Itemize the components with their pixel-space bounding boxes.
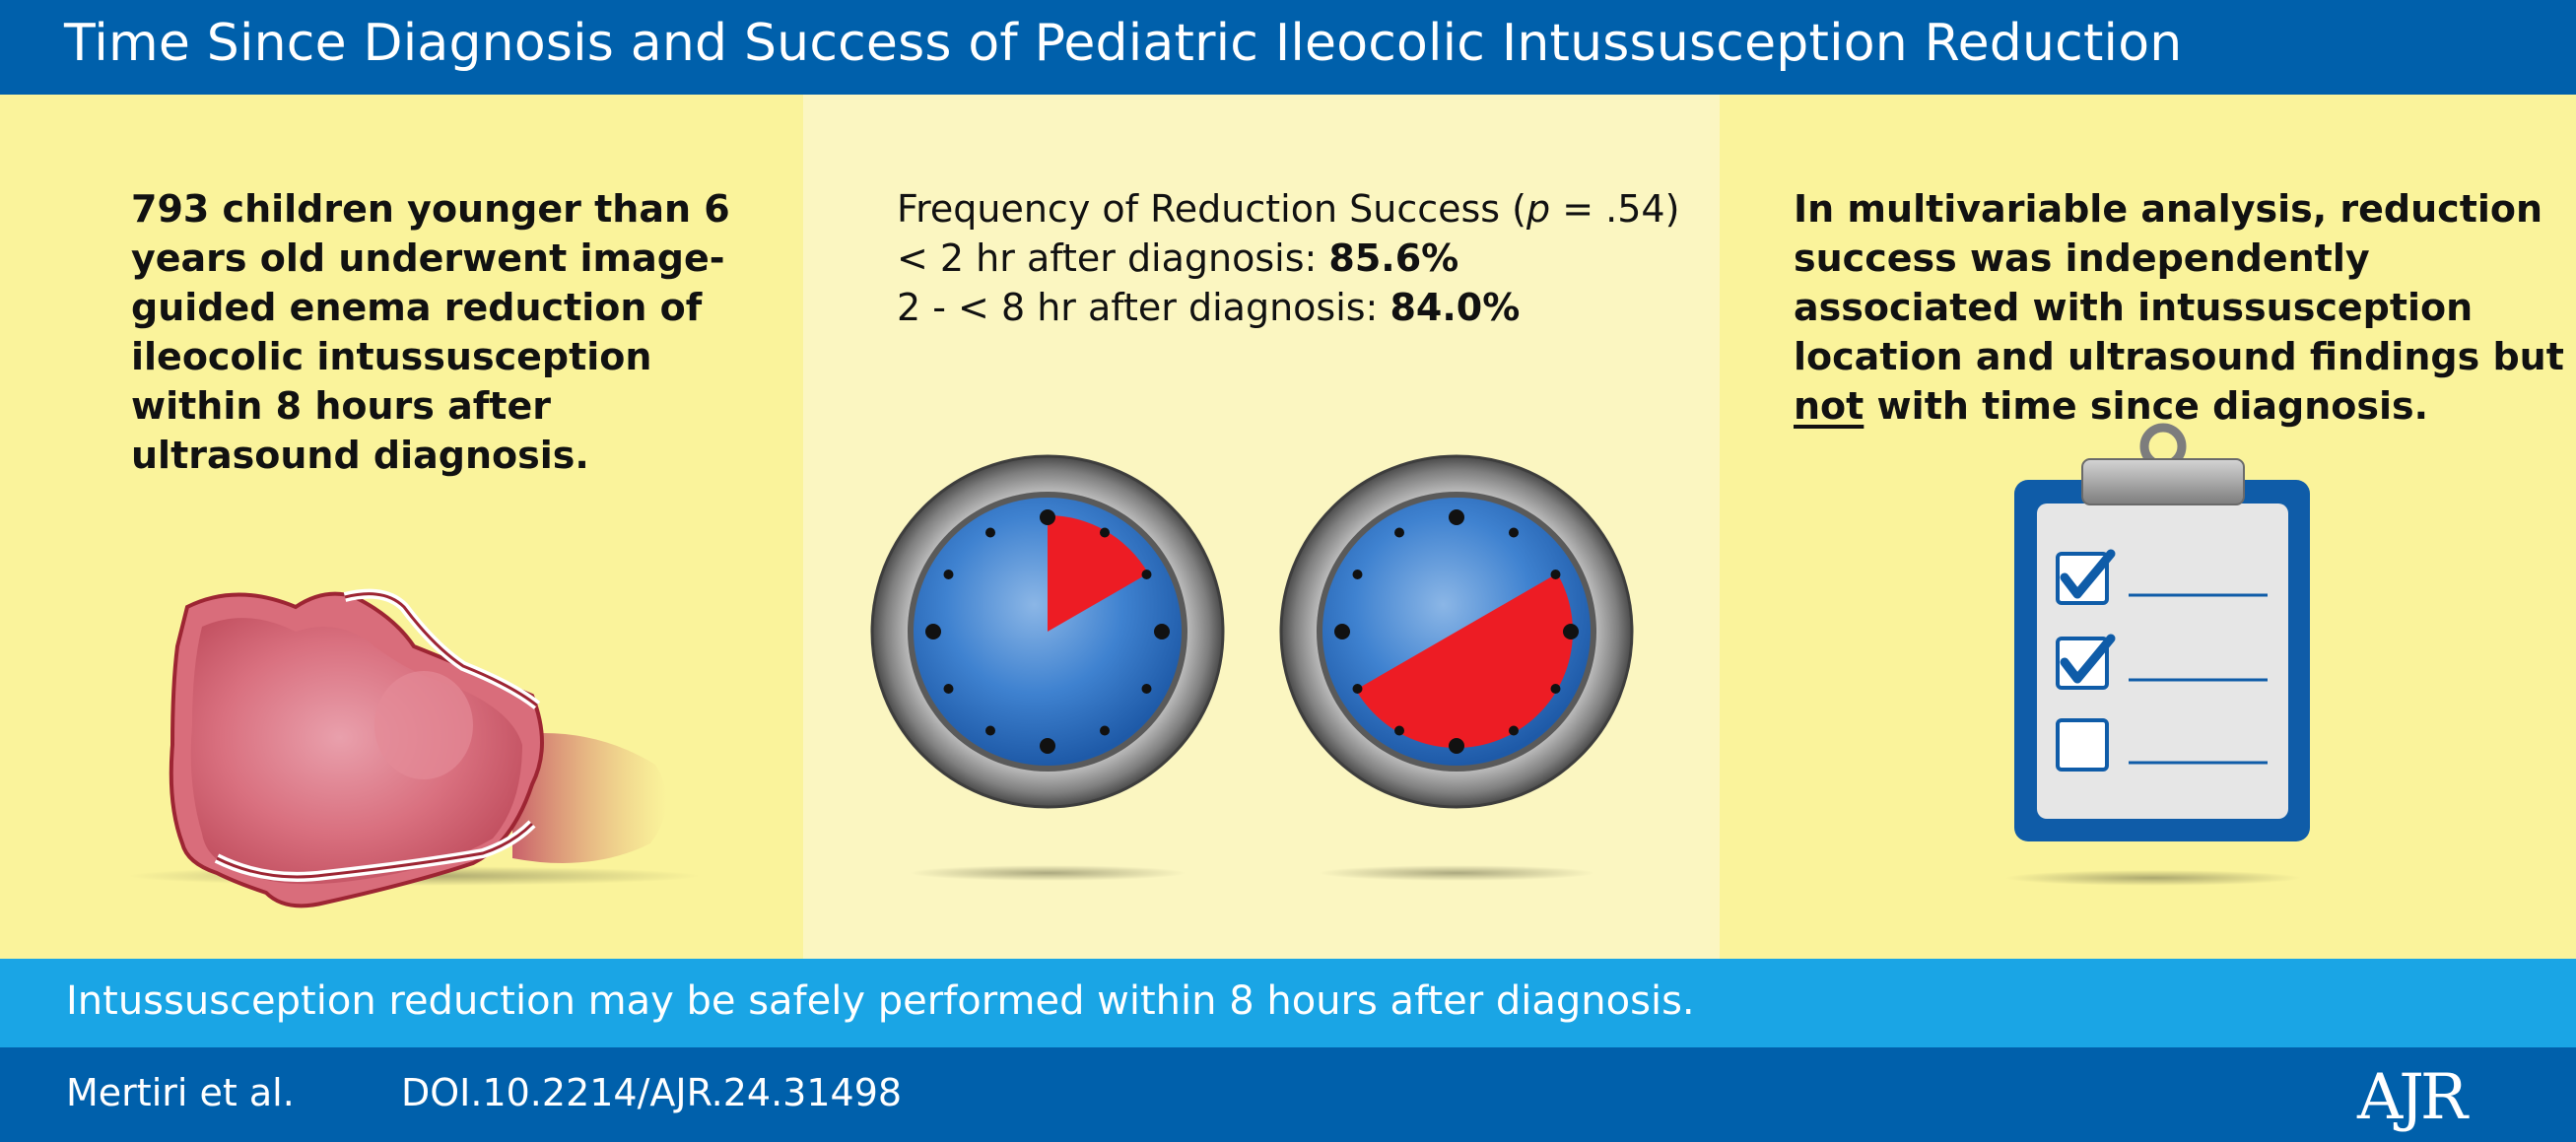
- hour-tick: [1353, 684, 1363, 694]
- hour-tick: [1394, 528, 1404, 538]
- clock2-shadow: [1319, 865, 1594, 881]
- conclusion-bar: Intussusception reduction may be safely …: [0, 959, 2576, 1047]
- hour-tick: [1100, 726, 1110, 736]
- hour-tick: [1551, 684, 1561, 694]
- hour-tick: [1040, 509, 1055, 525]
- hour-tick: [1154, 624, 1170, 639]
- clipboard-shadow: [2005, 870, 2301, 886]
- hour-tick: [1040, 738, 1055, 754]
- page-title: Time Since Diagnosis and Success of Pedi…: [64, 14, 2182, 73]
- hour-tick: [1509, 528, 1519, 538]
- hour-tick: [1449, 738, 1464, 754]
- hour-tick: [1551, 570, 1561, 579]
- clock-2-to-8hr: [1281, 456, 1632, 881]
- hour-tick: [1394, 726, 1404, 736]
- hour-tick: [1509, 726, 1519, 736]
- hour-tick: [1142, 570, 1152, 579]
- clock1-shadow: [910, 865, 1186, 881]
- doi-link[interactable]: DOI.10.2214/AJR.24.31498: [401, 1071, 902, 1114]
- hour-tick: [925, 624, 941, 639]
- conclusion-text: Intussusception reduction may be safely …: [66, 978, 1695, 1024]
- hour-tick: [1334, 624, 1350, 639]
- ajr-logo: AJR: [2357, 1061, 2464, 1134]
- hour-tick: [985, 726, 995, 736]
- hour-tick: [1449, 509, 1464, 525]
- authors: Mertiri et al.: [66, 1071, 295, 1114]
- panel-reduction-success: Frequency of Reduction Success (p = .54)…: [803, 95, 1720, 959]
- intussusception-illustration: [0, 95, 803, 959]
- footer-bar: Mertiri et al. DOI.10.2214/AJR.24.31498 …: [0, 1047, 2576, 1142]
- clipboard-checklist-icon: [1720, 95, 2576, 959]
- panel-study-population: 793 children younger than 6 years old un…: [0, 95, 803, 959]
- clocks-illustration: [803, 95, 1720, 959]
- clipboard-clip: [2082, 459, 2244, 504]
- hour-tick: [944, 570, 954, 579]
- bowel-lead-point: [374, 671, 473, 779]
- bowel-inner-tissue: [191, 618, 522, 884]
- title-bar: Time Since Diagnosis and Success of Pedi…: [0, 0, 2576, 95]
- hour-tick: [1353, 570, 1363, 579]
- panel-multivariable-analysis: In multivariable analysis, reduction suc…: [1720, 95, 2576, 959]
- clock-under-2hr: [872, 456, 1223, 881]
- hour-tick: [1563, 624, 1579, 639]
- hour-tick: [1142, 684, 1152, 694]
- hour-tick: [944, 684, 954, 694]
- hour-tick: [1100, 528, 1110, 538]
- hour-tick: [985, 528, 995, 538]
